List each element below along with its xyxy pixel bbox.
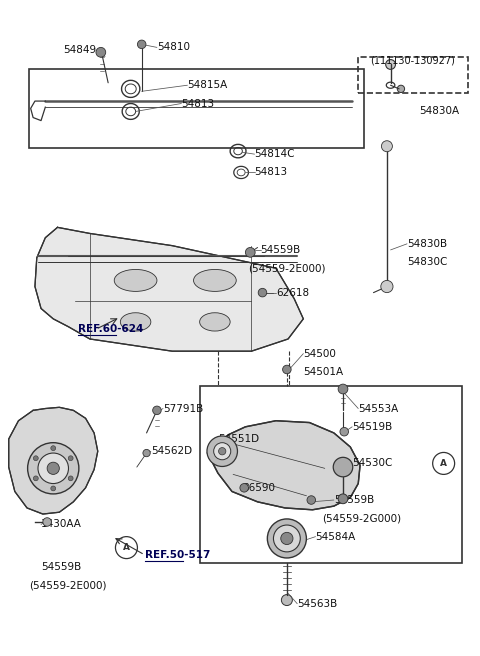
- Text: 54563B: 54563B: [297, 599, 337, 609]
- Polygon shape: [207, 420, 360, 510]
- Circle shape: [38, 453, 69, 483]
- Text: A: A: [123, 543, 130, 552]
- Circle shape: [381, 280, 393, 293]
- Text: 54519B: 54519B: [352, 422, 392, 432]
- Circle shape: [338, 494, 348, 504]
- Text: (111130-130927): (111130-130927): [371, 56, 456, 66]
- Circle shape: [43, 518, 51, 526]
- Circle shape: [137, 40, 146, 49]
- Ellipse shape: [114, 270, 157, 291]
- Text: 54551D: 54551D: [218, 434, 259, 444]
- Text: REF.50-517: REF.50-517: [145, 550, 210, 560]
- Circle shape: [68, 476, 73, 481]
- Text: 54559B: 54559B: [41, 562, 81, 572]
- Text: 54830A: 54830A: [419, 106, 459, 117]
- Circle shape: [153, 406, 161, 415]
- Circle shape: [245, 247, 255, 257]
- Text: 54815A: 54815A: [188, 80, 228, 91]
- Bar: [29, 69, 364, 148]
- Text: 62618: 62618: [276, 287, 309, 298]
- Circle shape: [143, 449, 150, 457]
- Text: 86590: 86590: [242, 483, 276, 493]
- Circle shape: [258, 289, 267, 297]
- Text: (54559-2G000): (54559-2G000): [322, 514, 401, 523]
- Text: 54553A: 54553A: [358, 403, 398, 413]
- Circle shape: [218, 447, 226, 455]
- Text: (54559-2E000): (54559-2E000): [249, 263, 326, 273]
- Polygon shape: [35, 228, 303, 351]
- Text: (54559-2E000): (54559-2E000): [29, 581, 107, 590]
- Bar: [200, 386, 462, 563]
- Circle shape: [51, 445, 56, 451]
- Circle shape: [28, 443, 79, 494]
- Ellipse shape: [200, 313, 230, 331]
- Bar: [358, 56, 468, 93]
- Text: 54813: 54813: [254, 167, 288, 177]
- Circle shape: [207, 436, 238, 466]
- Circle shape: [382, 141, 393, 152]
- Text: 54584A: 54584A: [315, 531, 356, 542]
- Polygon shape: [9, 407, 98, 514]
- Text: 54810: 54810: [157, 43, 190, 52]
- Ellipse shape: [120, 313, 151, 331]
- Text: 54562D: 54562D: [151, 446, 192, 456]
- Circle shape: [240, 483, 249, 492]
- Circle shape: [307, 496, 315, 504]
- Circle shape: [34, 456, 38, 461]
- Text: 54559B: 54559B: [334, 495, 374, 505]
- Circle shape: [281, 533, 293, 544]
- Circle shape: [283, 365, 291, 374]
- Text: 54500: 54500: [303, 348, 336, 359]
- Text: 54830C: 54830C: [407, 257, 447, 267]
- Circle shape: [274, 525, 300, 552]
- Circle shape: [281, 594, 292, 605]
- Circle shape: [47, 462, 60, 474]
- Circle shape: [267, 519, 306, 558]
- Circle shape: [51, 486, 56, 491]
- Text: 54501A: 54501A: [303, 367, 344, 377]
- Text: 54849: 54849: [63, 45, 96, 56]
- Text: 54813: 54813: [181, 98, 215, 108]
- Circle shape: [338, 384, 348, 394]
- Text: 54830B: 54830B: [407, 239, 447, 249]
- Text: REF.60-624: REF.60-624: [78, 324, 143, 334]
- Circle shape: [333, 457, 353, 477]
- Circle shape: [68, 456, 73, 461]
- Text: 54530C: 54530C: [352, 459, 393, 468]
- Text: 1430AA: 1430AA: [41, 520, 82, 529]
- Ellipse shape: [193, 270, 236, 291]
- Text: A: A: [440, 459, 447, 468]
- Circle shape: [214, 443, 231, 460]
- Text: 57791B: 57791B: [163, 403, 204, 413]
- Circle shape: [340, 428, 348, 436]
- Circle shape: [397, 85, 405, 92]
- Circle shape: [96, 47, 106, 57]
- Text: 54559B: 54559B: [261, 245, 301, 255]
- Text: 54814C: 54814C: [254, 149, 295, 159]
- Circle shape: [386, 60, 396, 70]
- Circle shape: [34, 476, 38, 481]
